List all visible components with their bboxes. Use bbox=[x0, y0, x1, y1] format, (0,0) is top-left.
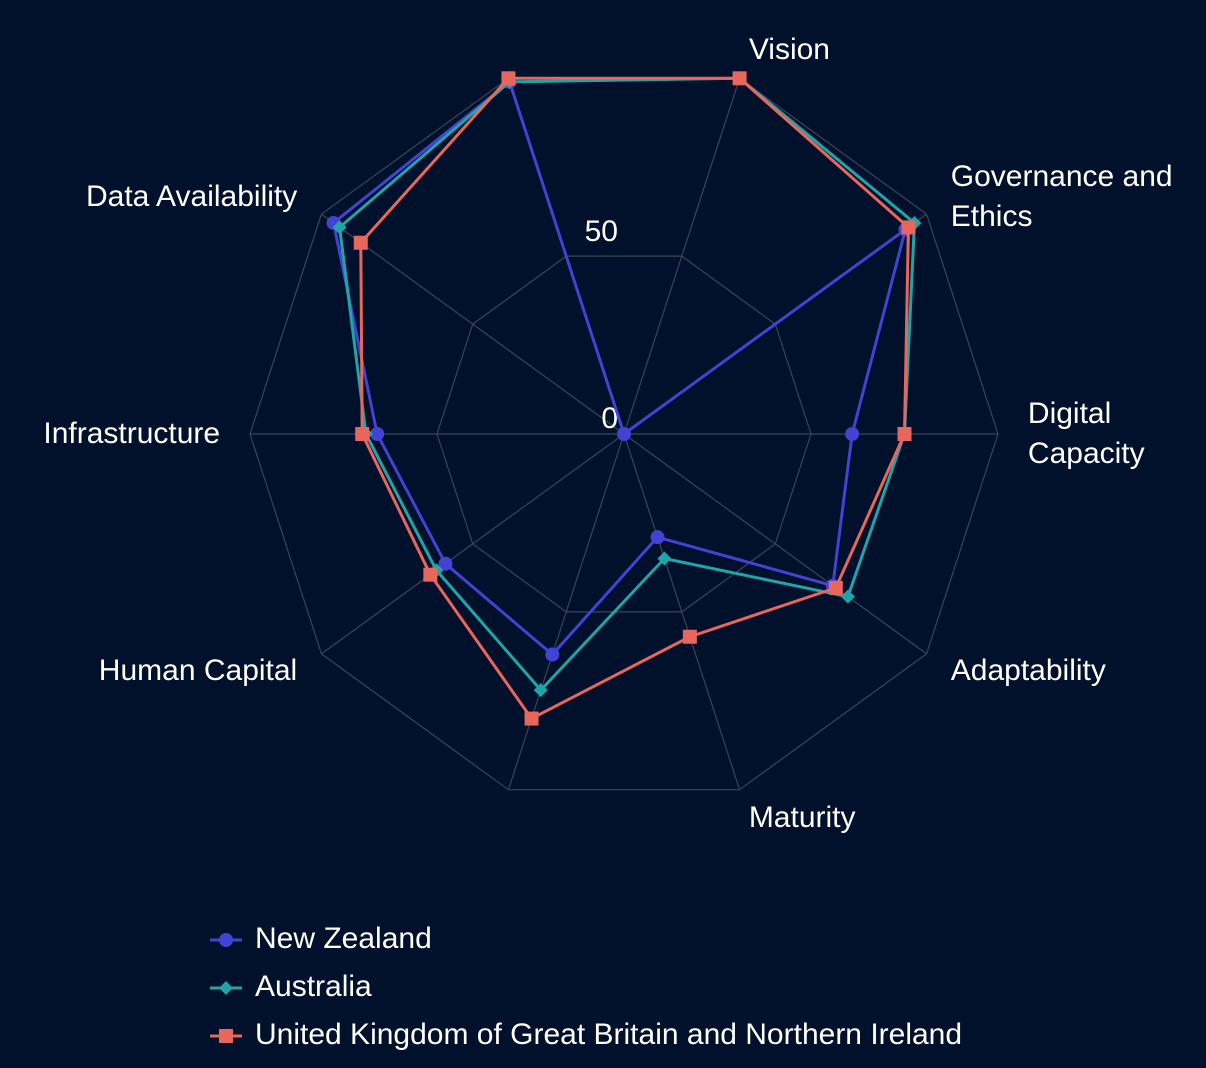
marker bbox=[332, 220, 347, 235]
marker bbox=[501, 71, 516, 86]
axis-label: Governance and Ethics bbox=[950, 159, 1173, 233]
axis-label: Vision bbox=[748, 32, 830, 66]
legend-item: Australia bbox=[210, 970, 372, 1003]
grid-line bbox=[436, 255, 812, 613]
marker bbox=[524, 711, 539, 726]
marker bbox=[682, 629, 697, 644]
series-line bbox=[332, 80, 907, 657]
series bbox=[332, 71, 922, 698]
marker bbox=[732, 71, 747, 86]
marker bbox=[617, 427, 631, 441]
legend-item: New Zealand bbox=[210, 922, 432, 955]
axis-label: Maturity bbox=[748, 801, 856, 835]
marker bbox=[219, 933, 233, 947]
legend-label: United Kingdom of Great Britain and Nort… bbox=[255, 1018, 962, 1051]
marker bbox=[423, 567, 438, 582]
marker bbox=[840, 589, 855, 604]
legend-item: United Kingdom of Great Britain and Nort… bbox=[210, 1018, 962, 1051]
axis-label: Infrastructure bbox=[43, 417, 221, 450]
tick-label: 50 bbox=[585, 215, 618, 248]
marker bbox=[353, 235, 368, 250]
frame bbox=[249, 77, 999, 791]
marker bbox=[438, 556, 453, 571]
marker bbox=[533, 683, 548, 698]
axis-label: Human Capital bbox=[98, 654, 298, 688]
marker bbox=[901, 220, 916, 235]
axis-label: Data Availability bbox=[86, 179, 298, 213]
marker bbox=[897, 427, 912, 441]
legend-label: New Zealand bbox=[255, 922, 432, 955]
tick-label: 0 bbox=[601, 402, 618, 435]
legend-label: Australia bbox=[255, 970, 372, 1003]
axis-label: Digital Capacity bbox=[1027, 397, 1145, 470]
marker bbox=[219, 1029, 233, 1043]
marker bbox=[545, 647, 560, 662]
axis-label: Adaptability bbox=[950, 654, 1106, 688]
series-line bbox=[359, 76, 910, 721]
marker bbox=[828, 580, 843, 595]
marker bbox=[370, 427, 385, 441]
marker bbox=[219, 981, 233, 995]
marker bbox=[650, 530, 665, 545]
marker bbox=[845, 427, 860, 441]
marker bbox=[355, 427, 370, 441]
series bbox=[353, 71, 916, 726]
marker bbox=[657, 551, 672, 566]
